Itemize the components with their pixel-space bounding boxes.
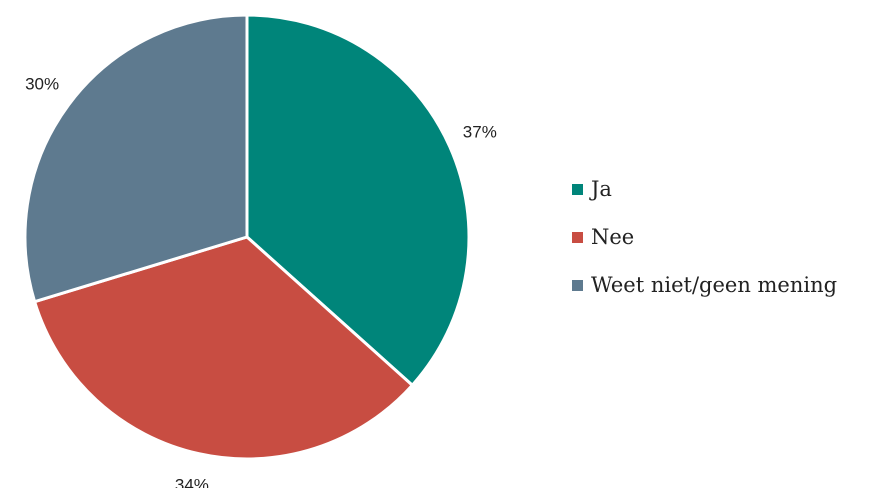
legend-item-nee: Nee: [572, 220, 837, 254]
pie-value-labels: 37% 34% 30%: [25, 75, 497, 488]
value-label-ja: 37%: [463, 122, 497, 141]
pie-chart-svg: 37% 34% 30%: [23, 13, 497, 488]
value-label-weet-niet: 30%: [25, 75, 59, 94]
pie-slices: [23, 13, 471, 461]
legend-item-weet-niet: Weet niet/geen mening: [572, 268, 837, 302]
legend-swatch-ja: [572, 183, 583, 195]
legend: Ja Nee Weet niet/geen mening: [572, 172, 837, 302]
pie-slice-weet-niet: [23, 13, 249, 304]
pie-slice-ja: [245, 13, 471, 387]
legend-swatch-nee: [572, 231, 583, 243]
legend-label-weet-niet: Weet niet/geen mening: [591, 273, 838, 297]
legend-swatch-weet-niet: [572, 279, 583, 291]
legend-label-ja: Ja: [591, 177, 612, 201]
legend-item-ja: Ja: [572, 172, 837, 206]
value-label-nee: 34%: [175, 475, 209, 488]
legend-label-nee: Nee: [591, 225, 635, 249]
pie-slice-nee: [33, 235, 414, 461]
